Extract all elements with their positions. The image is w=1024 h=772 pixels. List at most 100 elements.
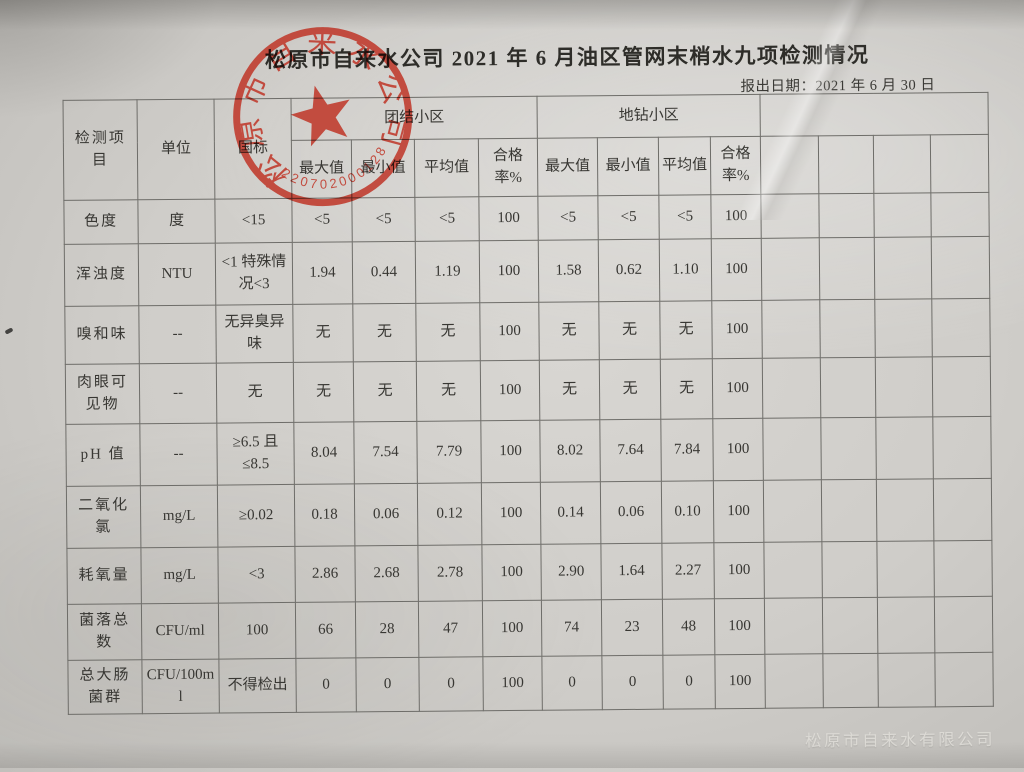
table-row: pH 值 -- ≥6.5 且≤8.5 8.04 7.54 7.79 100 8.… (66, 416, 992, 486)
cell-value: 100 (480, 360, 540, 421)
cell-empty (822, 541, 877, 597)
cell-standard: ≥0.02 (217, 484, 295, 547)
cell-value: 47 (418, 601, 482, 658)
cell-value: 0.06 (354, 483, 418, 546)
cell-value: 8.02 (540, 420, 601, 483)
cell-value: 100 (481, 420, 541, 483)
cell-value: 1.58 (538, 240, 599, 303)
cell-value: 0 (296, 658, 356, 713)
cell-item: pH 值 (66, 424, 141, 487)
cell-empty (933, 478, 992, 541)
cell-value: 7.64 (600, 419, 662, 482)
cell-value: 100 (482, 544, 542, 601)
cell-value: 0 (356, 657, 419, 712)
cell-value: 1.94 (292, 242, 353, 305)
cell-value: 7.84 (661, 419, 714, 481)
cell-value: 74 (541, 600, 601, 657)
svg-text:220702000128: 220702000128 (277, 139, 398, 204)
cell-unit: CFU/100ml (142, 659, 219, 714)
cell-value: 100 (714, 542, 765, 598)
cell-empty (935, 652, 993, 707)
cell-empty (875, 357, 933, 417)
cell-value: 7.54 (354, 421, 418, 484)
cell-unit: mg/L (140, 485, 218, 548)
cell-value: 48 (662, 599, 714, 655)
seal-star-icon (285, 78, 358, 149)
cell-empty (934, 540, 992, 597)
cell-value: 28 (355, 601, 418, 658)
cell-value: 0 (542, 656, 602, 711)
cell-empty (931, 192, 989, 237)
cell-value: 0 (419, 657, 483, 712)
cell-item: 总大肠菌群 (68, 660, 142, 715)
cell-value: 1.64 (601, 543, 662, 600)
cell-value: 无 (293, 362, 354, 423)
cell-value: 1.10 (659, 239, 712, 301)
table-row: 嗅和味 -- 无异臭异味 无 无 无 100 无 无 无 100 (65, 298, 991, 364)
cell-value: 0.44 (352, 241, 416, 304)
cell-value: 0.14 (540, 482, 601, 545)
cell-item: 色度 (64, 200, 138, 245)
seal-serial-text: 220702000128 (277, 139, 398, 204)
cell-unit: mg/L (141, 547, 218, 604)
cell-value: 无 (416, 303, 481, 362)
cell-standard: <1 特殊情况<3 (215, 242, 293, 305)
cell-value: 无 (599, 301, 661, 360)
cell-value: 7.79 (417, 421, 482, 484)
cell-standard: <3 (218, 546, 295, 603)
cell-empty (762, 300, 821, 359)
cell-value: <5 (538, 196, 598, 241)
group-header-dizuan: 地钻小区 (537, 94, 760, 138)
table-row: 总大肠菌群 CFU/100ml 不得检出 0 0 0 100 0 0 0 100 (68, 652, 993, 714)
cell-value: 1.19 (415, 241, 480, 304)
cell-standard: 不得检出 (219, 658, 296, 713)
water-quality-table: 检测项目 单位 国标 团结小区 地钻小区 最大值 最小值 平均值 合格率% 最大… (63, 92, 994, 715)
cell-empty (934, 596, 992, 653)
cell-standard: 100 (218, 602, 295, 659)
cell-empty (823, 653, 878, 707)
cell-value: 0 (602, 655, 663, 710)
cell-empty (761, 238, 820, 301)
cell-value: 100 (713, 480, 764, 542)
cell-empty (762, 358, 821, 419)
cell-empty (819, 237, 875, 299)
cell-value: 100 (479, 196, 538, 241)
cell-item: 耗氧量 (67, 548, 141, 605)
cell-value: 无 (293, 304, 354, 363)
subheader-empty-2 (818, 135, 874, 193)
cell-empty (822, 597, 877, 653)
cell-value: 100 (713, 418, 764, 480)
table-row: 耗氧量 mg/L <3 2.86 2.68 2.78 100 2.90 1.64… (67, 540, 992, 604)
cell-unit: -- (139, 305, 217, 364)
subheader-empty-1 (760, 136, 819, 195)
cell-value: <5 (659, 195, 711, 239)
cell-value: 100 (712, 300, 763, 358)
cell-empty (821, 479, 877, 541)
table-row: 菌落总数 CFU/ml 100 66 28 47 100 74 23 48 10… (67, 596, 992, 660)
cell-empty (764, 598, 822, 655)
cell-value: 100 (711, 238, 762, 300)
subheader-empty-3 (873, 135, 931, 193)
cell-unit: -- (140, 423, 218, 486)
table-row: 二氧化氯 mg/L ≥0.02 0.18 0.06 0.12 100 0.14 … (66, 478, 992, 548)
cell-empty (763, 480, 822, 543)
cell-value: 2.90 (541, 544, 601, 601)
cell-value: 66 (295, 602, 355, 659)
cell-empty (874, 237, 932, 299)
cell-item: 浑浊度 (64, 244, 139, 307)
cell-empty (819, 193, 874, 237)
col-header-item: 检测项目 (63, 100, 138, 201)
cell-value: 100 (480, 302, 540, 361)
table-row: 浑浊度 NTU <1 特殊情况<3 1.94 0.44 1.19 100 1.5… (64, 236, 990, 306)
cell-item: 菌落总数 (67, 604, 141, 661)
cell-unit: NTU (138, 243, 216, 306)
subheader-avg-2: 平均值 (658, 137, 711, 195)
cell-value: 100 (479, 240, 539, 303)
table-row: 肉眼可见物 -- 无 无 无 无 100 无 无 无 100 (65, 356, 991, 424)
cell-value: 100 (712, 358, 763, 418)
cell-item: 二氧化氯 (66, 486, 141, 549)
cell-unit: 度 (138, 199, 215, 244)
cell-item: 肉眼可见物 (65, 364, 140, 425)
cell-standard: 无 (216, 362, 294, 423)
cell-value: 无 (353, 361, 417, 422)
